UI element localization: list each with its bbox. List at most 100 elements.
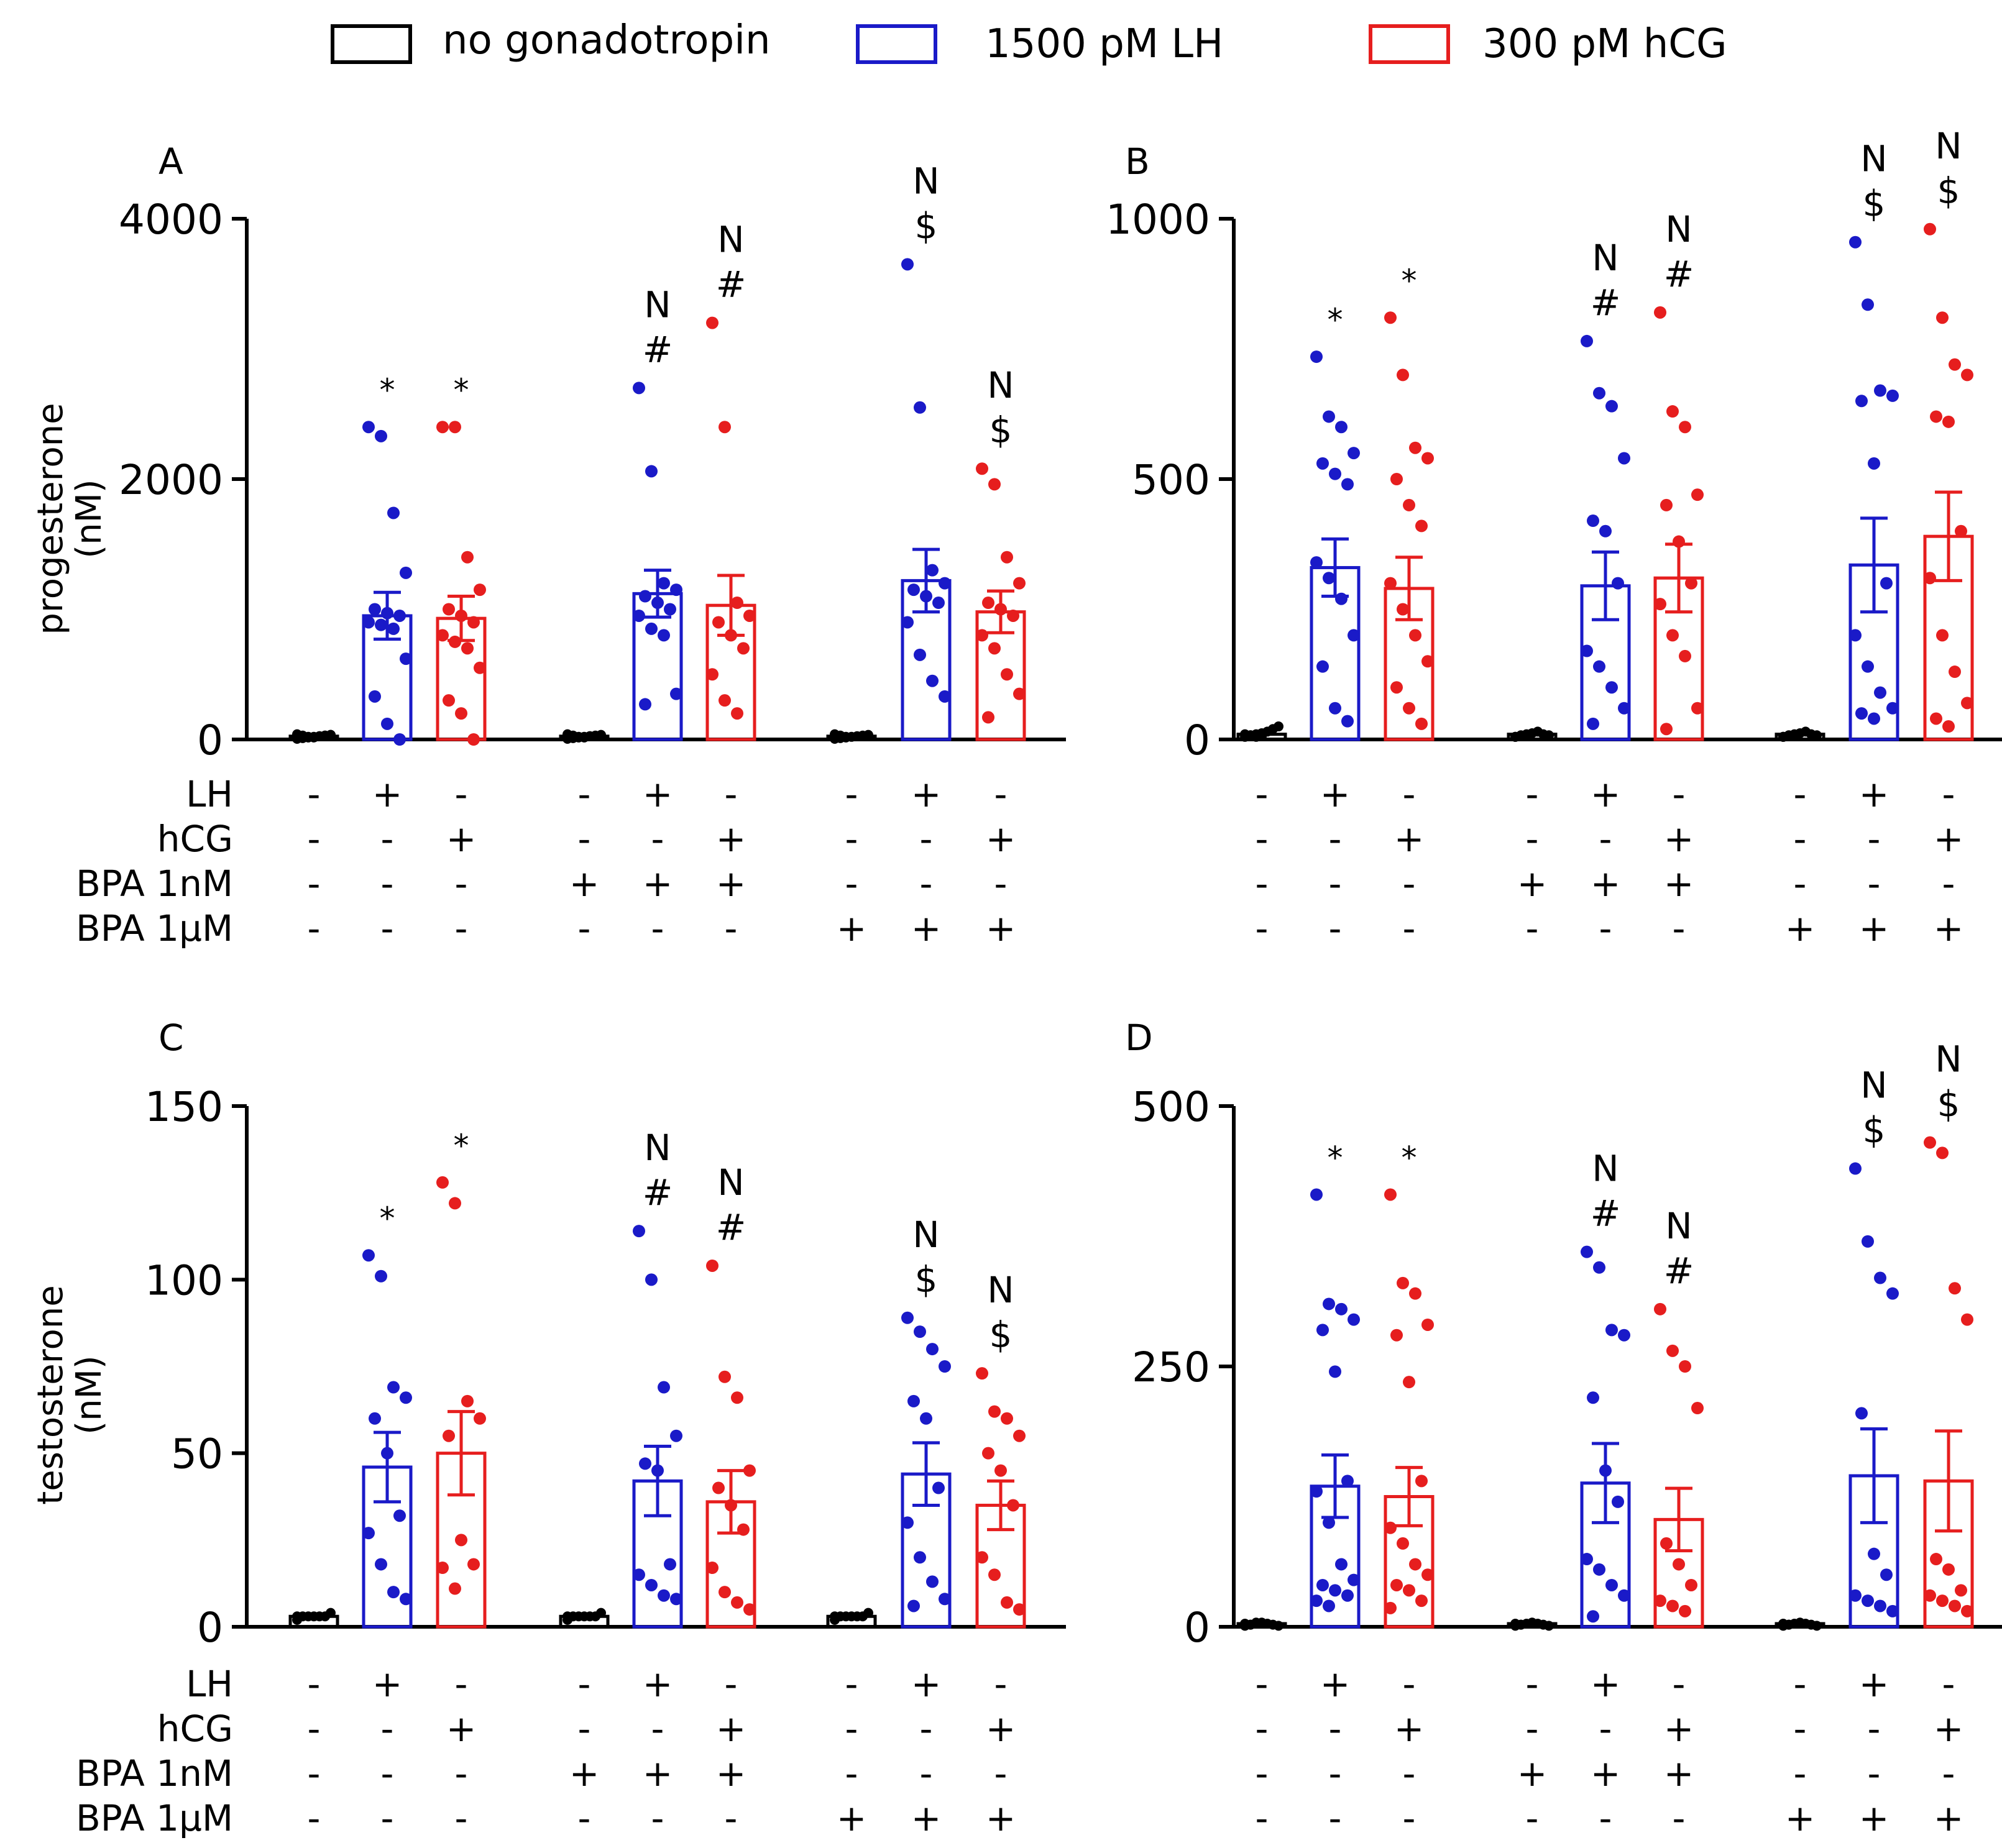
data-point: [1955, 524, 1967, 537]
treatment-sign: -: [1403, 1663, 1416, 1705]
significance-mark: $: [990, 409, 1012, 451]
data-point: [901, 258, 914, 271]
data-point: [449, 635, 461, 648]
data-point: [939, 1593, 951, 1606]
data-point: [387, 622, 400, 635]
significance-mark: $: [915, 204, 938, 247]
treatment-sign: -: [1526, 1663, 1539, 1705]
significance-mark: #: [1664, 253, 1694, 295]
data-point: [706, 1562, 719, 1575]
data-point: [670, 583, 682, 597]
treatment-sign: -: [578, 818, 591, 860]
data-point: [658, 629, 670, 642]
data-point: [1936, 629, 1949, 642]
data-point: [1329, 467, 1341, 480]
data-point: [596, 730, 606, 740]
treatment-sign: +: [1591, 773, 1621, 815]
data-point: [939, 1360, 951, 1373]
data-point: [1274, 1621, 1283, 1631]
treatment-row-label: hCG: [157, 818, 233, 860]
data-point: [1691, 488, 1704, 501]
treatment-sign: +: [1664, 1708, 1694, 1750]
data-point: [1384, 1521, 1397, 1534]
significance-mark: $: [915, 1258, 938, 1301]
data-point: [436, 421, 449, 434]
significance-mark: N: [717, 1161, 744, 1204]
data-point: [988, 1568, 1001, 1581]
treatment-sign: +: [1785, 907, 1816, 949]
data-point: [1849, 236, 1862, 249]
treatment-sign: +: [643, 773, 673, 815]
y-tick-label: 0: [1184, 1604, 1210, 1652]
y-axis-label: progesterone(nM): [30, 403, 109, 634]
data-point: [1924, 572, 1936, 585]
treatment-sign: -: [1403, 1797, 1416, 1839]
data-point: [1581, 644, 1593, 657]
treatment-sign: +: [716, 1752, 746, 1795]
data-point: [1323, 572, 1335, 585]
treatment-sign: +: [569, 862, 600, 905]
treatment-sign: -: [308, 1663, 321, 1705]
data-point: [1329, 702, 1341, 715]
data-point: [1587, 717, 1599, 730]
data-point: [375, 429, 387, 442]
data-point: [1930, 410, 1942, 423]
data-point: [436, 629, 449, 642]
data-point: [1599, 524, 1612, 537]
treatment-sign: -: [1673, 773, 1686, 815]
significance-mark: $: [990, 1314, 1012, 1356]
data-point: [1679, 1604, 1691, 1617]
y-tick-label: 0: [197, 716, 223, 764]
data-point: [1673, 1558, 1685, 1571]
data-point: [731, 707, 743, 720]
treatment-sign: +: [372, 1663, 403, 1705]
data-point: [743, 1464, 756, 1477]
treatment-sign: -: [1942, 862, 1955, 905]
significance-mark: N: [1592, 1148, 1619, 1190]
treatment-sign: -: [1794, 1708, 1807, 1750]
treatment-sign: -: [308, 818, 321, 860]
data-point: [326, 1608, 336, 1618]
y-tick-label: 500: [1132, 1083, 1210, 1131]
data-point: [1618, 1329, 1630, 1342]
data-point: [596, 1608, 606, 1618]
treatment-sign: -: [381, 862, 394, 905]
treatment-sign: -: [1256, 907, 1269, 949]
significance-mark: N: [912, 1214, 939, 1256]
data-point: [1855, 395, 1868, 408]
treatment-sign: -: [1599, 1797, 1612, 1839]
data-point: [1335, 1558, 1348, 1571]
data-point: [1415, 519, 1428, 533]
y-axis-label-line: (nM): [69, 1355, 109, 1435]
data-point: [1390, 473, 1403, 485]
data-point: [1855, 707, 1868, 720]
significance-mark: *: [1402, 263, 1417, 299]
significance-mark: N: [912, 160, 939, 202]
data-point: [1654, 598, 1666, 611]
data-point: [988, 478, 1001, 491]
data-point: [1348, 447, 1360, 460]
data-point: [1421, 452, 1434, 465]
treatment-sign: -: [1673, 1797, 1686, 1839]
data-point: [1397, 1276, 1409, 1289]
data-point: [639, 1457, 651, 1470]
data-point: [443, 694, 455, 707]
data-point: [645, 622, 658, 635]
significance-mark: #: [643, 1171, 673, 1214]
y-tick-label: 250: [1132, 1343, 1210, 1391]
significance-mark: N: [1665, 1205, 1692, 1247]
treatment-sign: +: [1394, 1708, 1425, 1750]
treatment-sign: -: [1794, 862, 1807, 905]
treatment-sign: -: [845, 862, 858, 905]
data-point: [1516, 731, 1526, 741]
significance-mark: N: [1860, 1064, 1887, 1107]
data-point: [719, 694, 731, 707]
treatment-sign: -: [308, 907, 321, 949]
data-point: [1936, 1146, 1949, 1160]
treatment-sign: -: [1256, 1797, 1269, 1839]
treatment-sign: -: [1673, 1663, 1686, 1705]
treatment-sign: -: [308, 1708, 321, 1750]
significance-mark: *: [1402, 1140, 1417, 1176]
treatment-sign: -: [1256, 862, 1269, 905]
